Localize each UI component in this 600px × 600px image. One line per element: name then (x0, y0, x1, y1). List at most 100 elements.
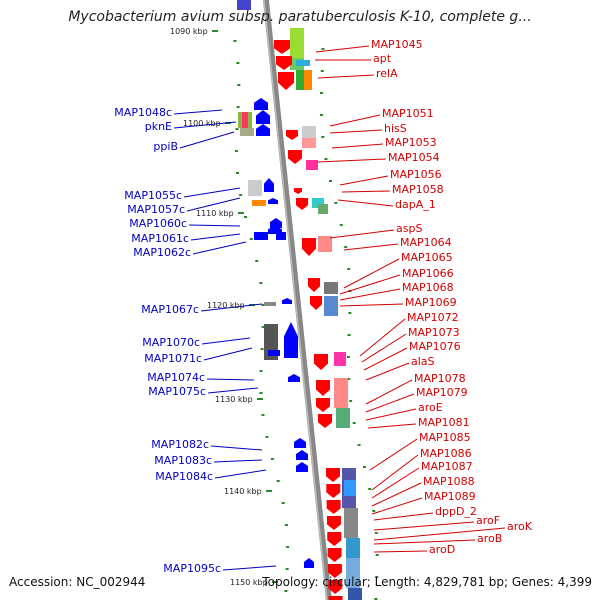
gene-label-map1071c[interactable]: MAP1071c (144, 352, 202, 365)
tick-mark (320, 70, 324, 72)
label-leader-line (200, 303, 263, 312)
tick-mark (259, 392, 263, 394)
tick-mark (284, 524, 288, 526)
gene-label-hiss[interactable]: hisS (384, 122, 407, 135)
tick-mark (270, 458, 274, 460)
gene-label-map1048c[interactable]: MAP1048c (114, 106, 172, 119)
forward-gene-arrow (274, 40, 290, 54)
label-leader-line (339, 274, 401, 295)
gene-label-map1095c[interactable]: MAP1095c (163, 562, 221, 575)
gene-label-map1079[interactable]: MAP1079 (416, 386, 468, 399)
gene-label-map1064[interactable]: MAP1064 (400, 236, 452, 249)
gene-label-apt[interactable]: apt (373, 52, 392, 65)
tick-mark (374, 532, 378, 534)
label-leader-line (373, 521, 475, 531)
tick-mark (286, 546, 290, 548)
feature-block (336, 408, 350, 428)
tick-mark (260, 348, 264, 350)
gene-label-rela[interactable]: relA (376, 67, 398, 80)
feature-block (346, 538, 360, 558)
gene-label-alas[interactable]: alaS (411, 355, 435, 368)
gene-label-ppib[interactable]: ppiB (153, 140, 178, 153)
scale-label-kbp: 1100 kbp (183, 119, 221, 128)
gene-label-arod[interactable]: aroD (429, 543, 456, 556)
tick-mark (346, 356, 350, 358)
gene-label-arof[interactable]: aroF (476, 514, 501, 527)
feature-block (304, 70, 312, 90)
gene-label-dppd-2[interactable]: dppD_2 (435, 505, 477, 518)
gene-label-map1068[interactable]: MAP1068 (402, 281, 454, 294)
label-leader-line (207, 387, 259, 394)
gene-label-map1060c[interactable]: MAP1060c (129, 217, 187, 230)
reverse-gene-arrow (296, 462, 308, 472)
forward-gene-arrow (318, 414, 332, 428)
gene-label-asps[interactable]: aspS (396, 222, 423, 235)
label-leader-line (213, 459, 263, 463)
gene-label-map1084c[interactable]: MAP1084c (155, 470, 213, 483)
label-leader-line (359, 318, 406, 357)
gene-label-map1072[interactable]: MAP1072 (407, 311, 459, 324)
label-leader-line (339, 288, 401, 301)
label-leader-line (329, 114, 381, 127)
scale-tick (257, 398, 263, 400)
gene-label-map1065[interactable]: MAP1065 (401, 251, 453, 264)
gene-label-map1067c[interactable]: MAP1067c (141, 303, 199, 316)
gene-label-map1089[interactable]: MAP1089 (424, 490, 476, 503)
gene-label-map1074c[interactable]: MAP1074c (147, 371, 205, 384)
feature-block (268, 350, 280, 356)
gene-label-arok[interactable]: aroK (507, 520, 532, 533)
label-leader-line (373, 539, 476, 545)
tick-mark (344, 246, 348, 248)
feature-block (318, 236, 332, 252)
tick-mark (255, 260, 259, 262)
tick-mark (339, 224, 343, 226)
feature-block (302, 138, 316, 148)
gene-label-map1082c[interactable]: MAP1082c (151, 438, 209, 451)
gene-label-map1088[interactable]: MAP1088 (423, 475, 475, 488)
gene-label-map1070c[interactable]: MAP1070c (142, 336, 200, 349)
genome-title: Mycobacterium avium subsp. paratuberculo… (68, 9, 532, 25)
tick-mark (347, 268, 351, 270)
gene-label-map1075c[interactable]: MAP1075c (148, 385, 206, 398)
tick-mark (374, 598, 378, 600)
gene-label-map1045[interactable]: MAP1045 (371, 38, 423, 51)
gene-label-map1073[interactable]: MAP1073 (408, 326, 460, 339)
gene-label-map1056[interactable]: MAP1056 (390, 168, 442, 181)
gene-label-pkne[interactable]: pknE (144, 120, 172, 133)
scale-label-kbp: 1130 kbp (215, 395, 253, 404)
feature-block (264, 302, 276, 306)
label-leader-line (365, 362, 410, 381)
gene-label-map1086[interactable]: MAP1086 (420, 447, 472, 460)
gene-label-map1078[interactable]: MAP1078 (414, 372, 466, 385)
gene-label-map1066[interactable]: MAP1066 (402, 267, 454, 280)
gene-label-map1057c[interactable]: MAP1057c (127, 203, 185, 216)
gene-label-map1055c[interactable]: MAP1055c (124, 189, 182, 202)
gene-label-map1083c[interactable]: MAP1083c (154, 454, 212, 467)
tick-mark (276, 480, 280, 482)
gene-label-map1087[interactable]: MAP1087 (421, 460, 473, 473)
gene-label-map1062c[interactable]: MAP1062c (133, 246, 191, 259)
scale-label-kbp: 1110 kbp (196, 209, 234, 218)
feature-block (324, 282, 338, 294)
gene-label-map1081[interactable]: MAP1081 (418, 416, 470, 429)
label-leader-line (341, 190, 391, 193)
gene-label-dapa-1[interactable]: dapA_1 (395, 198, 436, 211)
tick-mark (347, 378, 351, 380)
feature-block (302, 126, 316, 138)
gene-label-map1069[interactable]: MAP1069 (405, 296, 457, 309)
gene-label-map1058[interactable]: MAP1058 (392, 183, 444, 196)
gene-label-map1053[interactable]: MAP1053 (385, 136, 437, 149)
tick-mark (347, 334, 351, 336)
gene-label-map1085[interactable]: MAP1085 (419, 431, 471, 444)
gene-label-map1051[interactable]: MAP1051 (382, 107, 434, 120)
gene-label-map1076[interactable]: MAP1076 (409, 340, 461, 353)
tick-mark (284, 590, 288, 592)
gene-label-arob[interactable]: aroB (477, 532, 503, 545)
gene-label-aroe[interactable]: aroE (418, 401, 443, 414)
tick-mark (261, 326, 265, 328)
gene-label-map1061c[interactable]: MAP1061c (131, 232, 189, 245)
reverse-gene-arrow (296, 450, 308, 460)
tick-mark (259, 370, 263, 372)
gene-label-map1054[interactable]: MAP1054 (388, 151, 440, 164)
forward-gene-arrow (327, 548, 342, 562)
